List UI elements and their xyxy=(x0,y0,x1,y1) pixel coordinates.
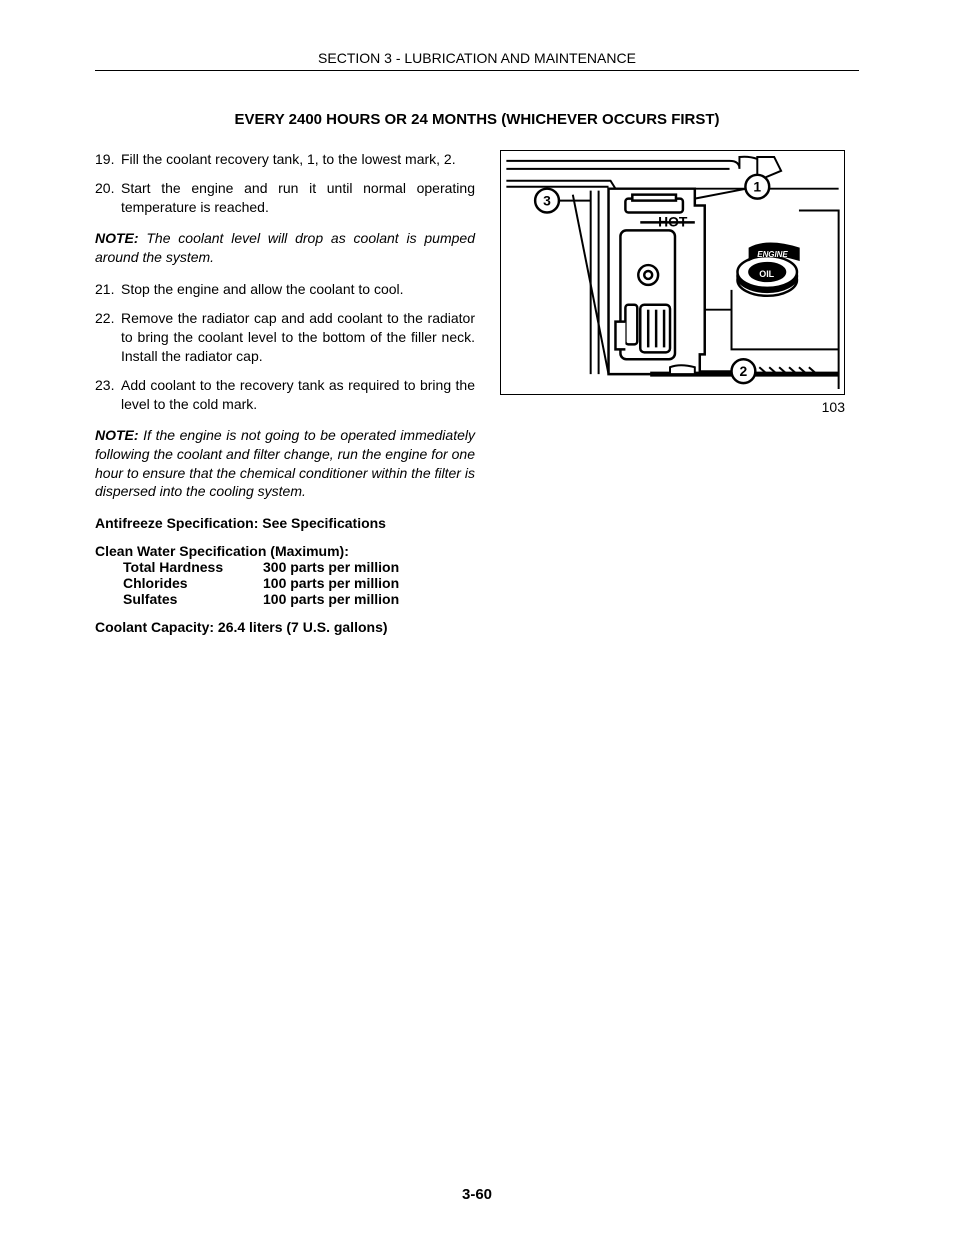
spec-row: Sulfates 100 parts per million xyxy=(95,591,475,607)
svg-text:2: 2 xyxy=(739,363,747,379)
spec-row: Chlorides 100 parts per million xyxy=(95,575,475,591)
step-text: Add coolant to the recovery tank as requ… xyxy=(121,376,475,414)
water-spec-title: Clean Water Specification (Maximum): xyxy=(95,543,475,559)
spec-key: Chlorides xyxy=(123,575,263,591)
left-column: 19. Fill the coolant recovery tank, 1, t… xyxy=(95,150,475,647)
steps-list-b: 21. Stop the engine and allow the coolan… xyxy=(95,280,475,413)
step-number: 19. xyxy=(95,150,121,169)
callout-1: 1 xyxy=(695,175,769,199)
note-text: The coolant level will drop as coolant i… xyxy=(95,230,475,265)
note-text: If the engine is not going to be operate… xyxy=(95,427,475,500)
step-number: 21. xyxy=(95,280,121,299)
step-text: Stop the engine and allow the coolant to… xyxy=(121,280,475,299)
spec-key: Sulfates xyxy=(123,591,263,607)
callout-3: 3 xyxy=(535,189,591,213)
note-1: NOTE: The coolant level will drop as coo… xyxy=(95,229,475,267)
oil-label: OIL xyxy=(759,269,774,279)
steps-list-a: 19. Fill the coolant recovery tank, 1, t… xyxy=(95,150,475,217)
step-number: 23. xyxy=(95,376,121,414)
step-item: 21. Stop the engine and allow the coolan… xyxy=(95,280,475,299)
step-item: 19. Fill the coolant recovery tank, 1, t… xyxy=(95,150,475,169)
step-item: 20. Start the engine and run it until no… xyxy=(95,179,475,217)
coolant-capacity: Coolant Capacity: 26.4 liters (7 U.S. ga… xyxy=(95,619,475,635)
right-column: HOT ENGINE OI xyxy=(500,150,859,647)
svg-text:1: 1 xyxy=(753,179,761,195)
step-text: Remove the radiator cap and add coolant … xyxy=(121,309,475,366)
spec-value: 100 parts per million xyxy=(263,591,399,607)
note-2: NOTE: If the engine is not going to be o… xyxy=(95,426,475,502)
note-label: NOTE: xyxy=(95,230,139,246)
hot-label: HOT xyxy=(658,213,688,229)
step-text: Fill the coolant recovery tank, 1, to th… xyxy=(121,150,475,169)
engine-label: ENGINE xyxy=(757,250,788,259)
page-title: EVERY 2400 HOURS OR 24 MONTHS (WHICHEVER… xyxy=(95,111,859,128)
step-number: 20. xyxy=(95,179,121,217)
engine-diagram-icon: HOT ENGINE OI xyxy=(501,151,844,394)
water-spec-block: Clean Water Specification (Maximum): Tot… xyxy=(95,543,475,607)
antifreeze-spec: Antifreeze Specification: See Specificat… xyxy=(95,515,475,531)
note-label: NOTE: xyxy=(95,427,139,443)
page-number: 3-60 xyxy=(0,1186,954,1203)
step-text: Start the engine and run it until normal… xyxy=(121,179,475,217)
section-header: SECTION 3 - LUBRICATION AND MAINTENANCE xyxy=(95,50,859,71)
figure-103: HOT ENGINE OI xyxy=(500,150,845,395)
callout-2: 2 xyxy=(700,359,756,383)
spec-row: Total Hardness 300 parts per million xyxy=(95,559,475,575)
spec-value: 100 parts per million xyxy=(263,575,399,591)
content-columns: 19. Fill the coolant recovery tank, 1, t… xyxy=(95,150,859,647)
step-number: 22. xyxy=(95,309,121,366)
spec-value: 300 parts per million xyxy=(263,559,399,575)
figure-caption: 103 xyxy=(500,399,845,415)
svg-text:3: 3 xyxy=(543,193,551,209)
step-item: 23. Add coolant to the recovery tank as … xyxy=(95,376,475,414)
spec-key: Total Hardness xyxy=(123,559,263,575)
step-item: 22. Remove the radiator cap and add cool… xyxy=(95,309,475,366)
